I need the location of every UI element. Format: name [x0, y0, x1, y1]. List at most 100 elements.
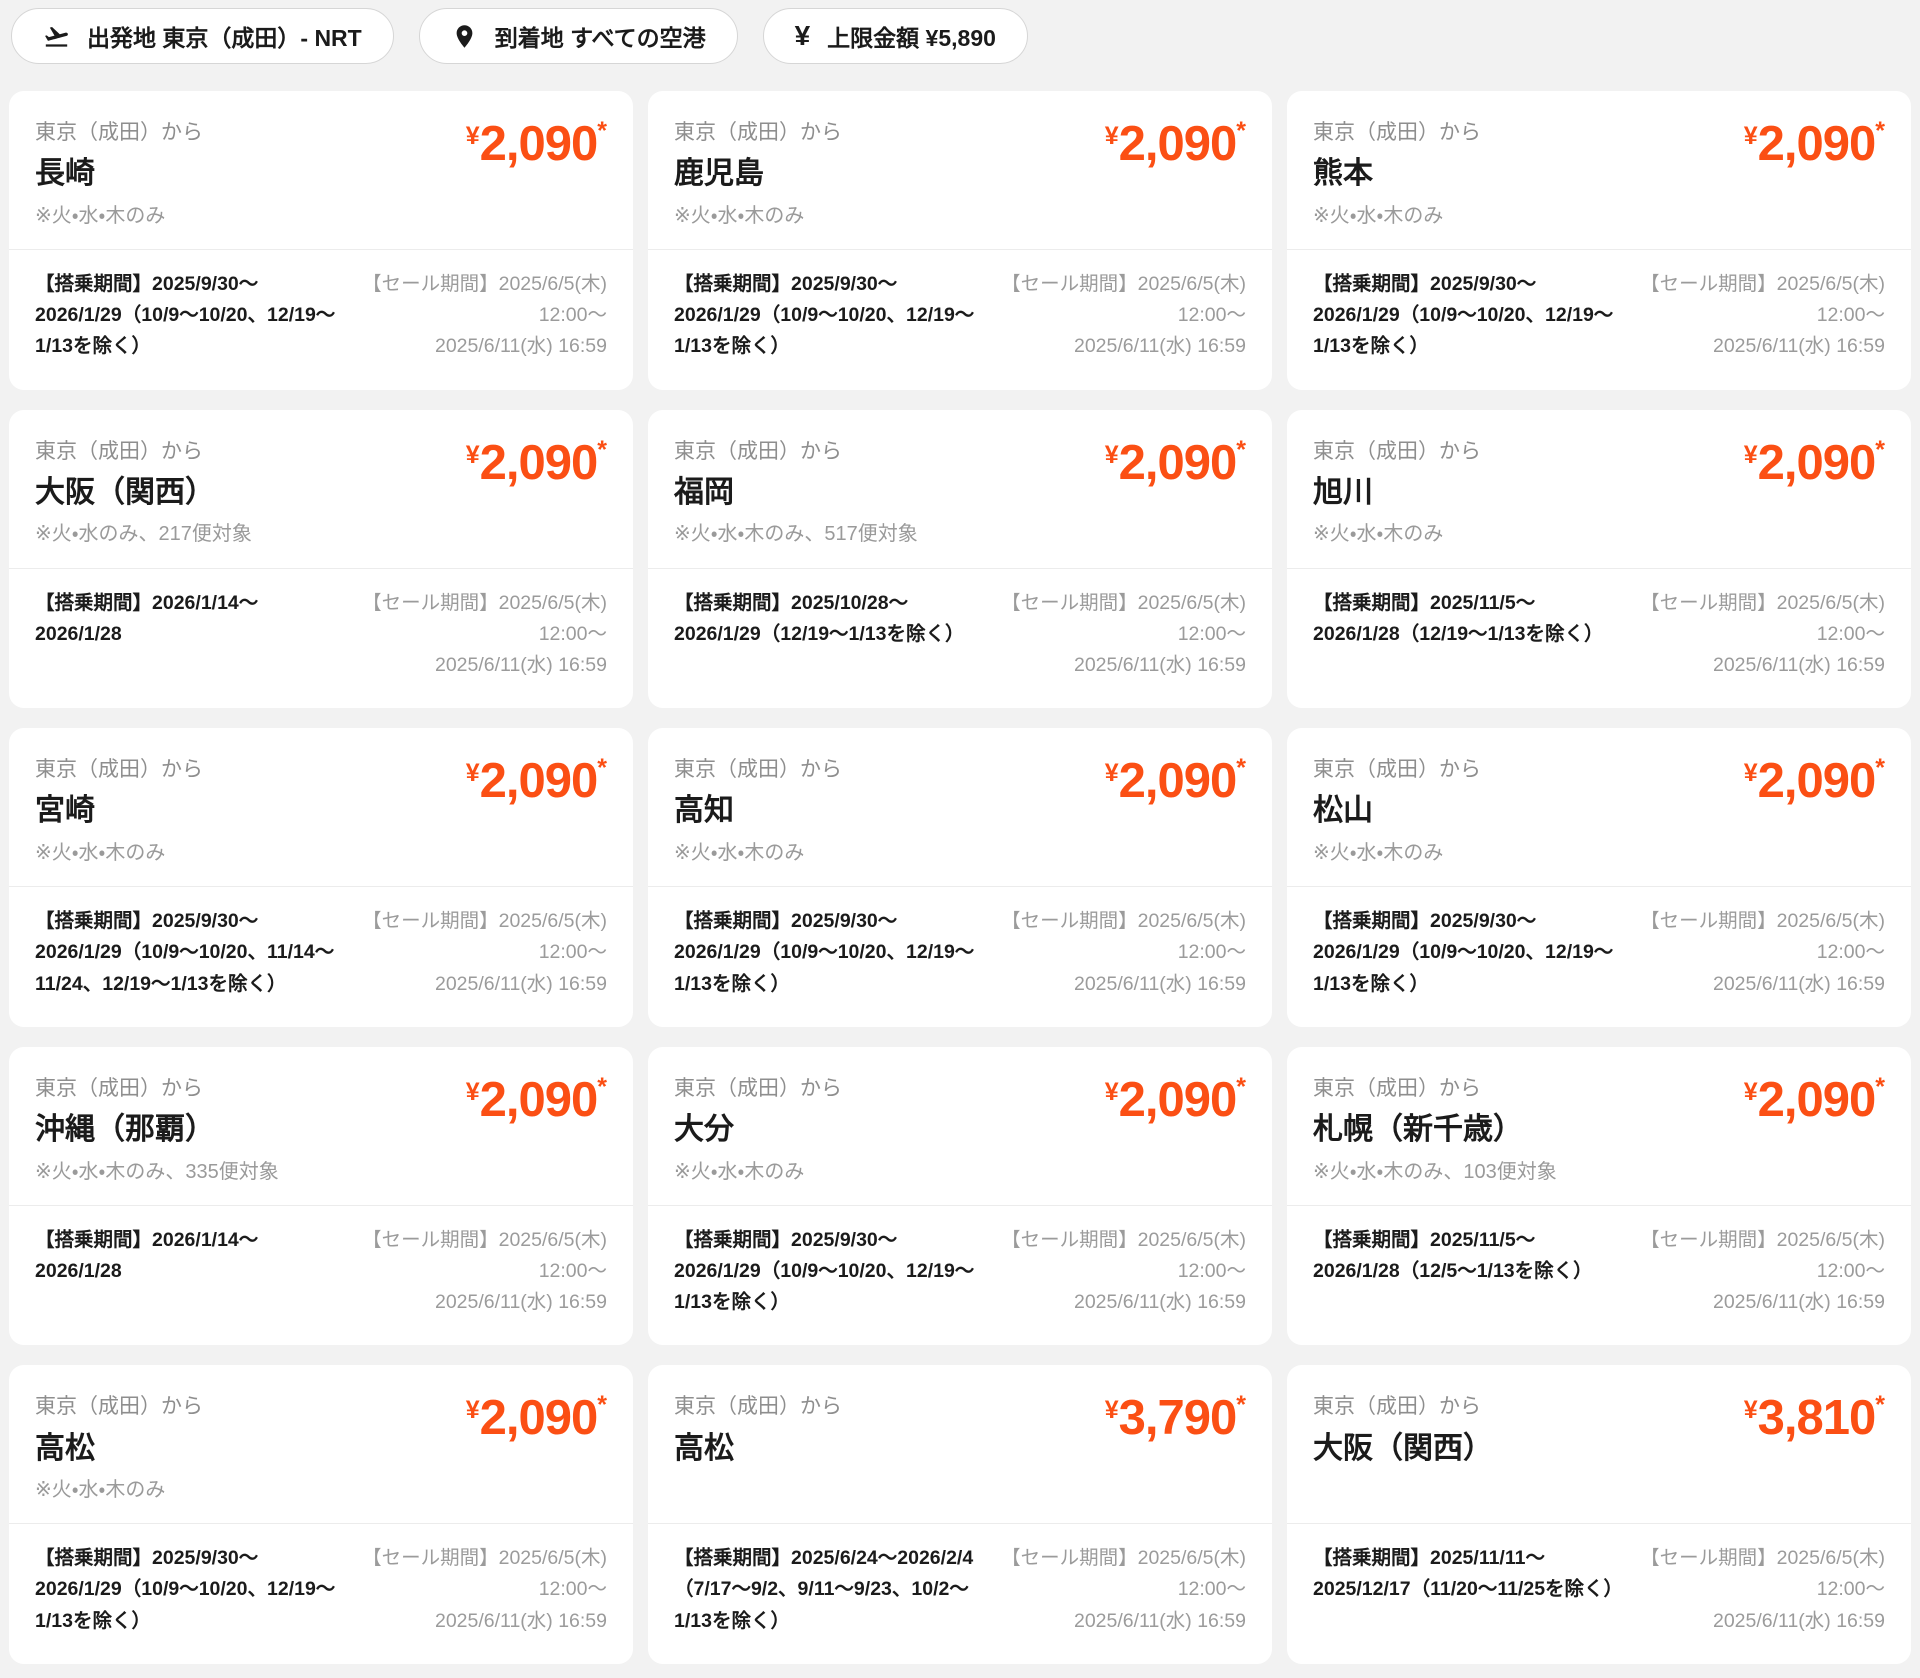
- sale-period: 【セール期間】2025/6/5(木) 12:00～ 2025/6/11(水) 16…: [362, 1543, 607, 1637]
- sale-period: 【セール期間】2025/6/5(木) 12:00～ 2025/6/11(水) 16…: [362, 269, 607, 363]
- boarding-period: 【搭乗期間】2025/9/30～2026/1/29（10/9～10/20、12/…: [1313, 906, 1622, 1000]
- fare-price: ¥ 2,090 *: [466, 1391, 607, 1446]
- boarding-period-label: 【搭乗期間】: [1313, 1547, 1431, 1570]
- origin-label: 東京（成田）から: [674, 1395, 842, 1419]
- fare-card[interactable]: 東京（成田）から 福岡 ※火・水・木のみ、517便対象 ¥ 2,090 * 【搭…: [648, 409, 1272, 709]
- fare-card[interactable]: 東京（成田）から 鹿児島 ※火・水・木のみ ¥ 2,090 * 【搭乗期間】20…: [648, 91, 1272, 390]
- fare-condition-note: ※火・水・木のみ: [674, 204, 805, 227]
- sale-period-start: 2025/6/5(木) 12:00～: [1137, 591, 1246, 645]
- boarding-period-label: 【搭乗期間】: [674, 1228, 792, 1251]
- sale-period: 【セール期間】2025/6/5(木) 12:00～ 2025/6/11(水) 16…: [1001, 588, 1246, 682]
- boarding-period: 【搭乗期間】2025/9/30～2026/1/29（10/9～10/20、11/…: [35, 906, 344, 1000]
- price-cap-filter-label: 上限金額 ¥5,890: [827, 25, 996, 51]
- origin-label: 東京（成田）から: [674, 1076, 842, 1100]
- fare-card-footer: 【搭乗期間】2025/9/30～2026/1/29（10/9～10/20、12/…: [9, 1523, 633, 1664]
- boarding-period-value: 2025/9/30～2026/1/29（10/9～10/20、12/19～1/1…: [35, 273, 336, 358]
- fare-condition-note: ※火・水・木のみ: [1313, 204, 1444, 227]
- sale-period-end: 2025/6/11(水) 16:59: [1712, 972, 1885, 995]
- sale-period-label: 【セール期間】: [362, 1228, 499, 1251]
- fare-card[interactable]: 東京（成田）から 大分 ※火・水・木のみ ¥ 2,090 * 【搭乗期間】202…: [648, 1046, 1272, 1346]
- price-amount: 2,090: [479, 1072, 599, 1127]
- sale-period: 【セール期間】2025/6/5(木) 12:00～ 2025/6/11(水) 16…: [1640, 269, 1885, 363]
- boarding-period: 【搭乗期間】2026/1/14～2026/1/28: [35, 1225, 344, 1319]
- destination-name: 旭川: [1313, 475, 1373, 509]
- currency-symbol: ¥: [1104, 1396, 1119, 1425]
- fare-card-header: 東京（成田）から 高松 ※火・水・木のみ ¥ 2,090 *: [9, 1365, 633, 1523]
- arrival-filter-pill[interactable]: 到着地 すべての空港: [418, 8, 738, 64]
- boarding-period: 【搭乗期間】2025/11/11～2025/12/17（11/20～11/25を…: [1313, 1543, 1623, 1637]
- price-asterisk: *: [1236, 117, 1246, 145]
- fare-card[interactable]: 東京（成田）から 熊本 ※火・水・木のみ ¥ 2,090 * 【搭乗期間】202…: [1287, 91, 1911, 390]
- fare-card-footer: 【搭乗期間】2025/10/28～2026/1/29（12/19～1/13を除く…: [648, 567, 1272, 709]
- fare-card-footer: 【搭乗期間】2025/9/30～2026/1/29（10/9～10/20、12/…: [648, 886, 1272, 1027]
- sale-period: 【セール期間】2025/6/5(木) 12:00～ 2025/6/11(水) 16…: [362, 906, 607, 1000]
- currency-symbol: ¥: [1743, 1396, 1758, 1425]
- sale-period-label: 【セール期間】: [362, 273, 499, 295]
- fare-price: ¥ 2,090 *: [1744, 1072, 1885, 1127]
- fare-card-header: 東京（成田）から 福岡 ※火・水・木のみ、517便対象 ¥ 2,090 *: [648, 410, 1272, 568]
- boarding-period-value: 2025/9/30～2026/1/29（10/9～10/20、12/19～1/1…: [1313, 273, 1614, 358]
- sale-period-label: 【セール期間】: [1001, 1228, 1138, 1251]
- price-amount: 2,090: [479, 754, 599, 809]
- fare-card[interactable]: 東京（成田）から 宮崎 ※火・水・木のみ ¥ 2,090 * 【搭乗期間】202…: [9, 728, 633, 1027]
- boarding-period-label: 【搭乗期間】: [1313, 910, 1431, 933]
- currency-symbol: ¥: [1743, 759, 1758, 788]
- sale-period-end: 2025/6/11(水) 16:59: [1712, 1609, 1885, 1632]
- price-amount: 2,090: [479, 435, 599, 490]
- sale-period-end: 2025/6/11(水) 16:59: [1712, 1291, 1885, 1314]
- sale-period-label: 【セール期間】: [1640, 273, 1777, 295]
- destination-name: 鹿児島: [674, 157, 764, 191]
- sale-period: 【セール期間】2025/6/5(木) 12:00～ 2025/6/11(水) 16…: [1001, 1543, 1246, 1637]
- currency-symbol: ¥: [465, 1077, 480, 1106]
- fare-card[interactable]: 東京（成田）から 札幌（新千歳） ※火・水・木のみ、103便対象 ¥ 2,090…: [1287, 1046, 1911, 1346]
- fare-card-footer: 【搭乗期間】2025/9/30～2026/1/29（10/9～10/20、12/…: [1287, 886, 1911, 1027]
- sale-period-start: 2025/6/5(木) 12:00～: [1776, 910, 1885, 964]
- origin-label: 東京（成田）から: [1313, 439, 1481, 463]
- boarding-period-value: 2025/10/28～2026/1/29（12/19～1/13を除く）: [674, 591, 965, 645]
- fare-price: ¥ 2,090 *: [1105, 117, 1246, 171]
- boarding-period-value: 2025/9/30～2026/1/29（10/9～10/20、12/19～1/1…: [674, 273, 975, 358]
- price-amount: 2,090: [1118, 117, 1238, 171]
- price-asterisk: *: [1875, 1391, 1885, 1420]
- fare-card-header: 東京（成田）から 熊本 ※火・水・木のみ ¥ 2,090 *: [1287, 91, 1911, 249]
- price-amount: 2,090: [479, 1391, 599, 1446]
- sale-period-label: 【セール期間】: [1001, 910, 1138, 933]
- fare-card[interactable]: 東京（成田）から 高松 ※火・水・木のみ ¥ 2,090 * 【搭乗期間】202…: [9, 1365, 633, 1664]
- fare-card[interactable]: 東京（成田）から 大阪（関西） ※火・水のみ、217便対象 ¥ 2,090 * …: [9, 409, 633, 709]
- currency-symbol: ¥: [465, 759, 480, 788]
- sale-period-label: 【セール期間】: [362, 591, 499, 614]
- arrival-filter-label: 到着地 すべての空港: [494, 25, 706, 51]
- destination-name: 大阪（関西）: [35, 475, 215, 509]
- fare-condition-note: ※火・水・木のみ: [35, 1479, 166, 1502]
- boarding-period-value: 2026/1/14～2026/1/28: [35, 591, 259, 645]
- fare-card[interactable]: 東京（成田）から 大阪（関西） ¥ 3,810 * 【搭乗期間】2025/11/…: [1287, 1365, 1911, 1664]
- departure-filter-pill[interactable]: 出発地 東京（成田）- NRT: [11, 8, 394, 64]
- price-amount: 2,090: [1757, 1072, 1877, 1127]
- boarding-period-value: 2025/9/30～2026/1/29（10/9～10/20、12/19～1/1…: [674, 1228, 975, 1314]
- price-asterisk: *: [1236, 1072, 1246, 1101]
- price-amount: 2,090: [1118, 435, 1238, 490]
- boarding-period: 【搭乗期間】2025/9/30～2026/1/29（10/9～10/20、12/…: [35, 269, 344, 363]
- price-amount: 3,810: [1757, 1391, 1877, 1446]
- fare-card[interactable]: 東京（成田）から 沖縄（那覇） ※火・水・木のみ、335便対象 ¥ 2,090 …: [9, 1046, 633, 1346]
- fare-card[interactable]: 東京（成田）から 松山 ※火・水・木のみ ¥ 2,090 * 【搭乗期間】202…: [1287, 728, 1911, 1027]
- sale-period: 【セール期間】2025/6/5(木) 12:00～ 2025/6/11(水) 16…: [1640, 1543, 1885, 1637]
- sale-period-end: 2025/6/11(水) 16:59: [434, 653, 607, 676]
- fare-card[interactable]: 東京（成田）から 高知 ※火・水・木のみ ¥ 2,090 * 【搭乗期間】202…: [648, 728, 1272, 1027]
- origin-label: 東京（成田）から: [35, 121, 203, 144]
- destination-name: 松山: [1313, 794, 1373, 828]
- fare-condition-note: ※火・水のみ、217便対象: [35, 523, 252, 546]
- fare-card[interactable]: 東京（成田）から 高松 ¥ 3,790 * 【搭乗期間】2025/6/24～20…: [648, 1365, 1272, 1664]
- fare-card[interactable]: 東京（成田）から 長崎 ※火・水・木のみ ¥ 2,090 * 【搭乗期間】202…: [9, 91, 633, 390]
- sale-period-start: 2025/6/5(木) 12:00～: [498, 910, 607, 964]
- fare-card-header: 東京（成田）から 沖縄（那覇） ※火・水・木のみ、335便対象 ¥ 2,090 …: [9, 1047, 633, 1205]
- currency-symbol: ¥: [1104, 759, 1119, 788]
- boarding-period-value: 2025/9/30～2026/1/29（10/9～10/20、11/14～11/…: [35, 910, 335, 995]
- fare-card[interactable]: 東京（成田）から 旭川 ※火・水・木のみ ¥ 2,090 * 【搭乗期間】202…: [1287, 409, 1911, 709]
- price-cap-filter-pill[interactable]: ¥ 上限金額 ¥5,890: [762, 8, 1028, 64]
- sale-period: 【セール期間】2025/6/5(木) 12:00～ 2025/6/11(水) 16…: [362, 588, 607, 682]
- fare-price: ¥ 2,090 *: [466, 435, 607, 490]
- sale-period: 【セール期間】2025/6/5(木) 12:00～ 2025/6/11(水) 16…: [1640, 1225, 1885, 1319]
- fare-price: ¥ 3,790 *: [1104, 1393, 1246, 1443]
- sale-period-label: 【セール期間】: [1640, 591, 1777, 614]
